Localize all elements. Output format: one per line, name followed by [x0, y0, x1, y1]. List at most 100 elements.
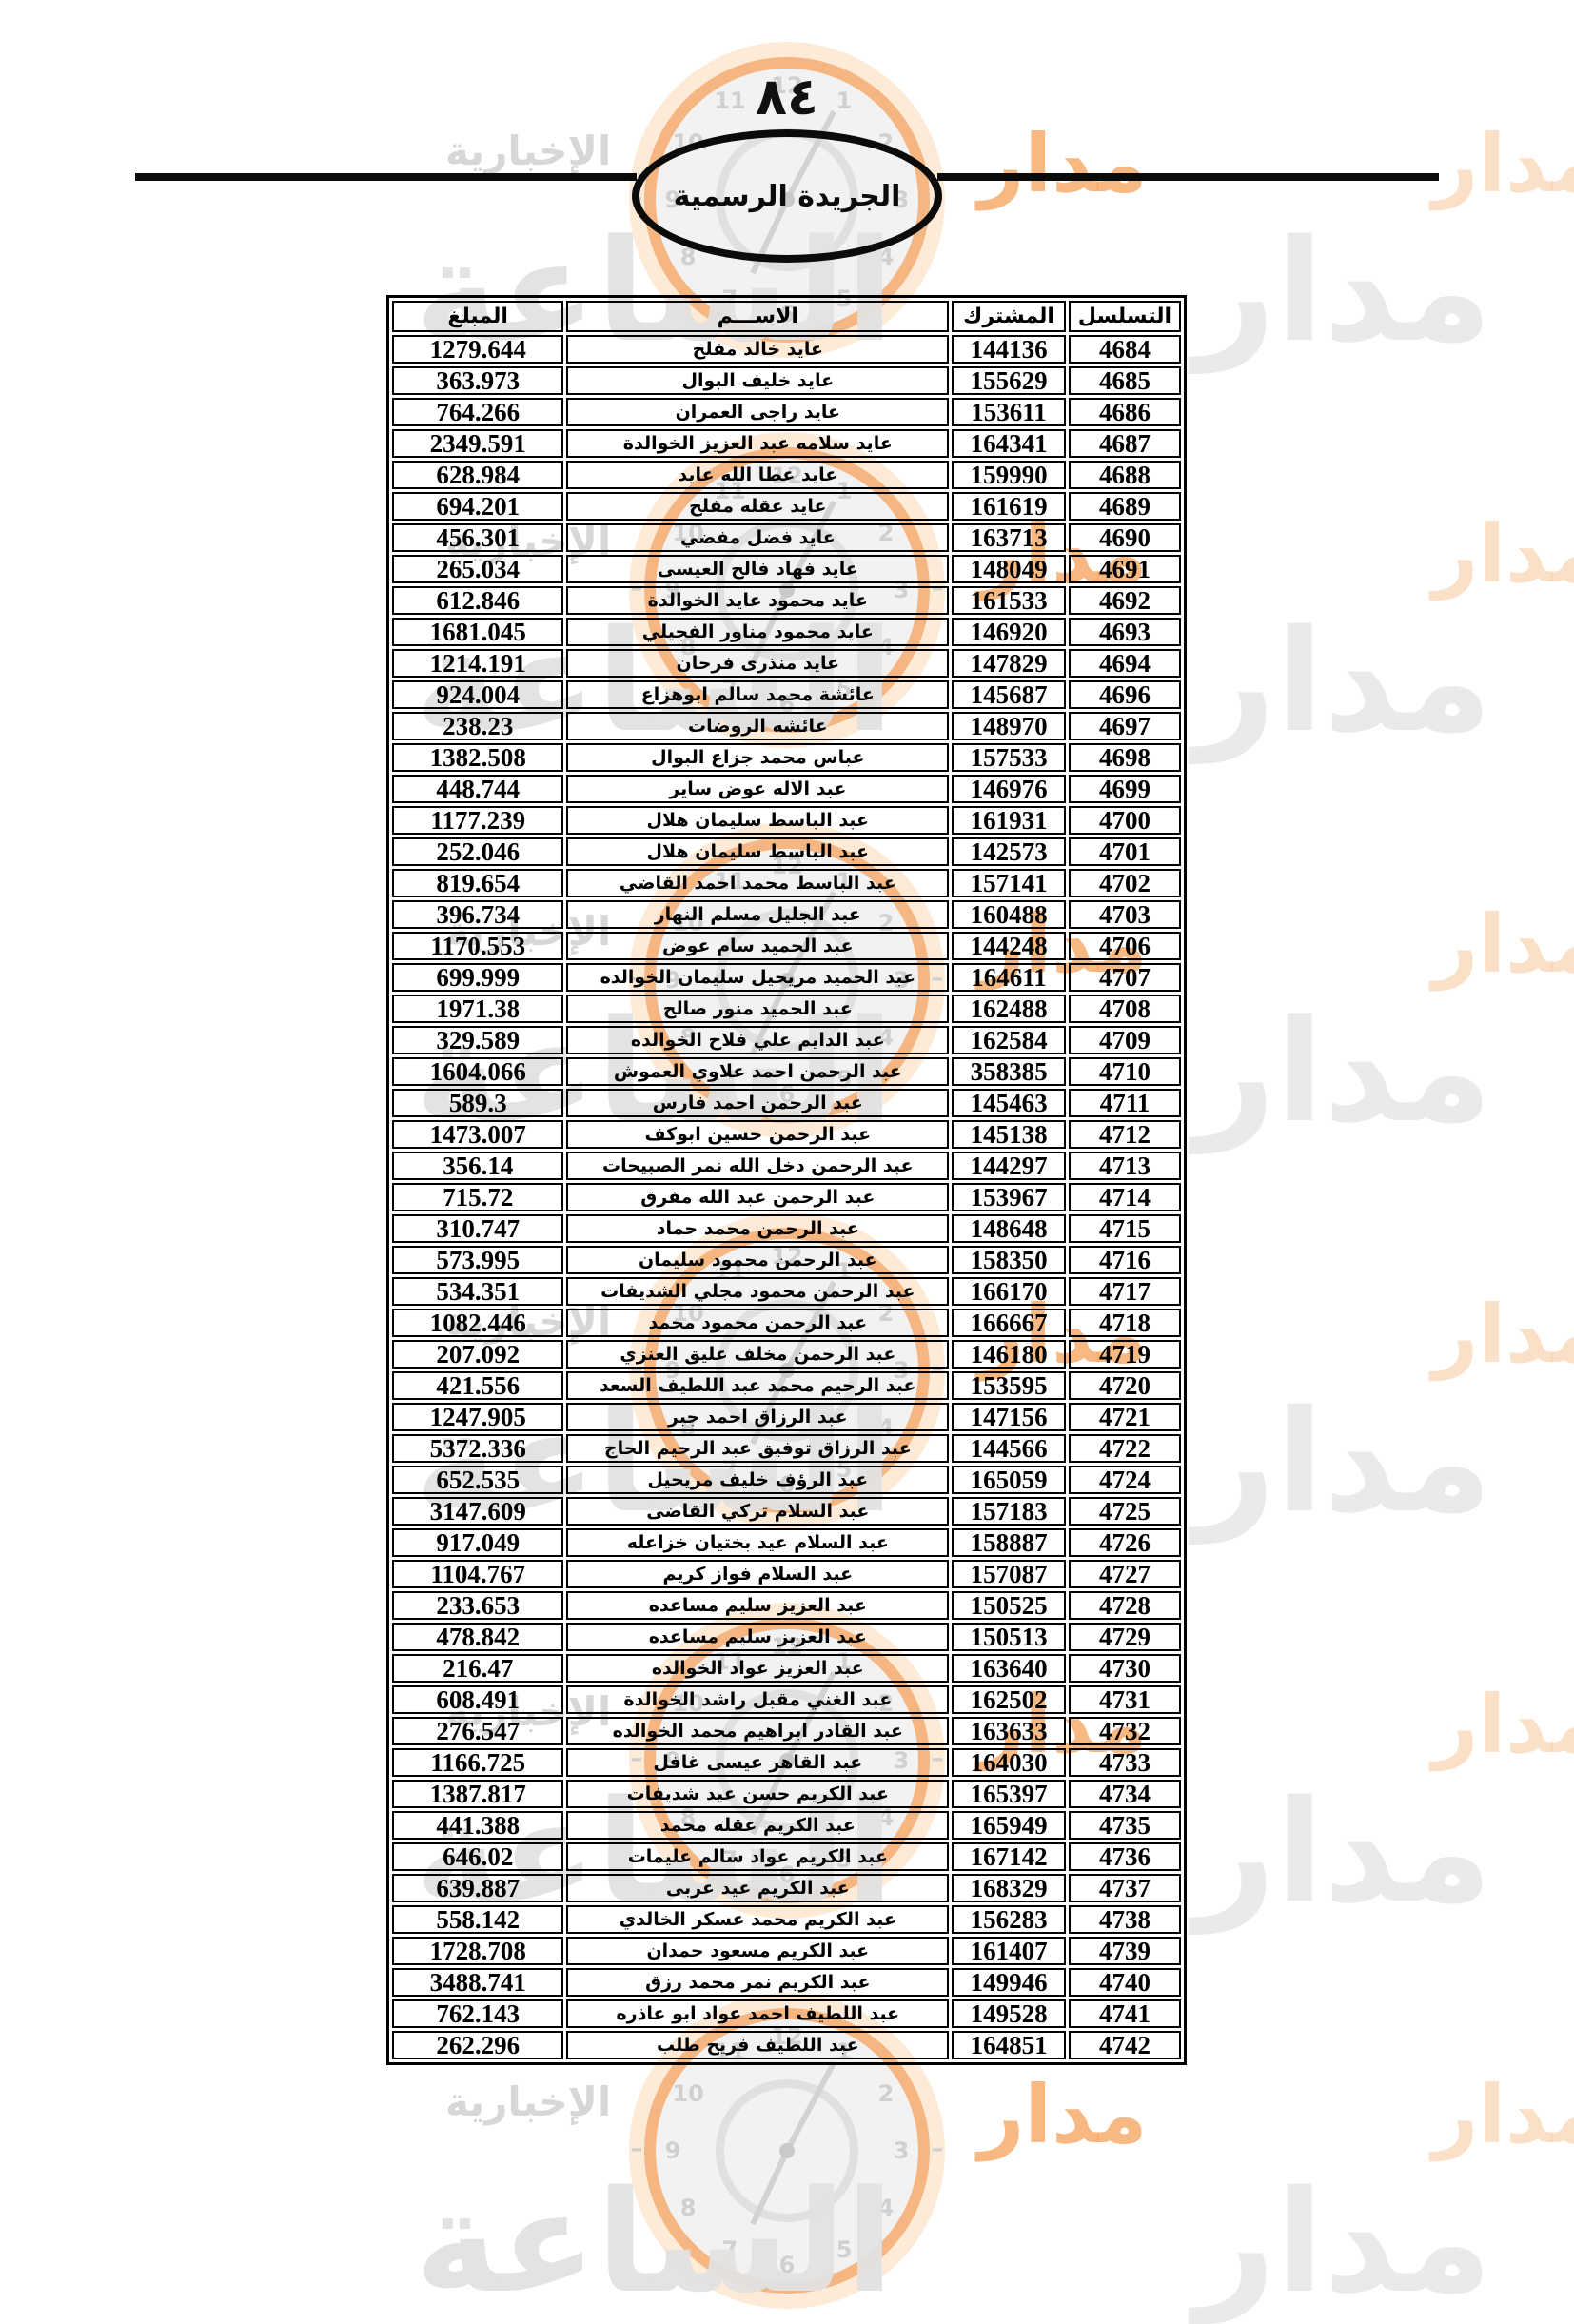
- clock-number: 9: [664, 967, 681, 994]
- serial-cell: 4692: [1068, 586, 1181, 615]
- brand-word-madar: مدار: [978, 1678, 1148, 1771]
- name-cell: عبد الحميد سام عوض: [566, 932, 950, 960]
- serial-cell: 4689: [1068, 492, 1181, 521]
- clock-number: 5: [836, 285, 853, 312]
- serial-cell: 4715: [1068, 1214, 1181, 1243]
- clock-inner-ring: [716, 1689, 858, 1832]
- table-row: 4725 157183 عبد السلام تركي القاضى 3147.609: [392, 1497, 1181, 1526]
- name-cell: عبد السلام فواز كريم: [566, 1560, 950, 1588]
- name-cell: عايد فهاد فالح العيسى: [566, 555, 950, 583]
- name-cell: عبد الكريم عواد سالم عليمات: [566, 1842, 950, 1871]
- serial-cell: 4713: [1068, 1152, 1181, 1180]
- amount-cell: 2349.591: [392, 429, 564, 458]
- table-row: 4729 150513 عبد العزيز سليم مساعده 478.842: [392, 1623, 1181, 1651]
- clock-number: 6: [778, 301, 796, 327]
- table-row: 4690 163713 عايد فضل مفضي 456.301: [392, 523, 1181, 552]
- subscriber-cell: 148970: [952, 712, 1066, 740]
- name-cell: عايد سلامه عبد العزيز الخوالدة: [566, 429, 950, 458]
- amount-cell: 1728.708: [392, 1937, 564, 1965]
- subscriber-cell: 146920: [952, 618, 1066, 646]
- subscriber-cell: 157183: [952, 1497, 1066, 1526]
- subscriber-cell: 146976: [952, 775, 1066, 803]
- name-cell: عبد العزيز سليم مساعده: [566, 1623, 950, 1651]
- clock-number: 10: [672, 2080, 704, 2107]
- brand-word-madar: مدار: [978, 1288, 1148, 1381]
- serial-cell: 4727: [1068, 1560, 1181, 1588]
- name-cell: عائشه الروضات: [566, 712, 950, 740]
- amount-cell: 252.046: [392, 837, 564, 866]
- gazette-title-ellipse: الجريدة الرسمية: [632, 129, 942, 263]
- clock-inner-ring: [716, 1299, 858, 1442]
- subscriber-cell: 358385: [952, 1057, 1066, 1086]
- subscriber-cell: 153611: [952, 398, 1066, 426]
- name-cell: عبد الحميد مريحيل سليمان الخوالده: [566, 963, 950, 992]
- amount-cell: 1971.38: [392, 995, 564, 1023]
- clock-number: 7: [721, 675, 738, 702]
- table-row: 4689 161619 عايد عقله مفلح 694.201: [392, 492, 1181, 521]
- header-serial: التسلسل: [1068, 301, 1181, 332]
- serial-cell: 4684: [1068, 335, 1181, 364]
- serial-cell: 4703: [1068, 900, 1181, 929]
- subscriber-cell: 144297: [952, 1152, 1066, 1180]
- serial-cell: 4698: [1068, 743, 1181, 772]
- clock-number: 9: [664, 577, 681, 603]
- table-row: 4738 156283 عبد الكريم محمد عسكر الخالدي 55…: [392, 1905, 1181, 1934]
- table-row: 4686 153611 عايد راجى العمران 764.266: [392, 398, 1181, 426]
- brand-word-madar: مدار: [978, 897, 1148, 991]
- serial-cell: 4720: [1068, 1371, 1181, 1400]
- name-cell: عبد الباسط سليمان هلال: [566, 806, 950, 835]
- name-cell: عبد الكريم مسعود حمدان: [566, 1937, 950, 1965]
- brand-word-madar-gray: مدار: [1194, 1380, 1493, 1544]
- name-cell: عبد العزيز سليم مساعده: [566, 1591, 950, 1620]
- clock-number: 7: [721, 1845, 738, 1873]
- amount-cell: 216.47: [392, 1654, 564, 1683]
- table-row: 4687 164341 عايد سلامه عبد العزيز الخوالدة…: [392, 429, 1181, 458]
- name-cell: عبد الرؤف خليف مريحيل: [566, 1466, 950, 1494]
- serial-cell: 4716: [1068, 1246, 1181, 1274]
- header-subscriber: المشترك: [952, 301, 1066, 332]
- brand-word-madar-gray: مدار: [1194, 1770, 1493, 1934]
- serial-cell: 4696: [1068, 680, 1181, 709]
- clock-number: 12: [771, 463, 803, 489]
- clock-tick-dash: –: [630, 1354, 643, 1383]
- subscriber-cell: 147156: [952, 1403, 1066, 1431]
- amount-cell: 441.388: [392, 1811, 564, 1840]
- clock-number: 1: [836, 868, 853, 896]
- page-number: ٨٤: [756, 67, 818, 127]
- name-cell: عايد محمود عايد الخوالدة: [566, 586, 950, 615]
- amount-cell: 1382.508: [392, 743, 564, 772]
- clock-number: 1: [836, 88, 853, 115]
- subscriber-cell: 157087: [952, 1560, 1066, 1588]
- amount-cell: 1177.239: [392, 806, 564, 835]
- serial-cell: 4733: [1068, 1748, 1181, 1777]
- subscriber-cell: 142573: [952, 837, 1066, 866]
- table-row: 4724 165059 عبد الرؤف خليف مريحيل 652.535: [392, 1466, 1181, 1494]
- name-cell: عبد الغني مقبل راشد الخوالدة: [566, 1685, 950, 1714]
- clock-number: 3: [893, 1747, 910, 1774]
- clock-number: 11: [714, 478, 746, 505]
- serial-cell: 4688: [1068, 461, 1181, 489]
- clock-center-dot: [779, 973, 795, 988]
- clock-number: 2: [877, 910, 895, 936]
- amount-cell: 608.491: [392, 1685, 564, 1714]
- amount-cell: 764.266: [392, 398, 564, 426]
- subscriber-cell: 156283: [952, 1905, 1066, 1934]
- amount-cell: 558.142: [392, 1905, 564, 1934]
- serial-cell: 4717: [1068, 1277, 1181, 1306]
- amount-cell: 1279.644: [392, 335, 564, 364]
- table-row: 4694 147829 عايد منذرى فرحان 1214.191: [392, 649, 1181, 678]
- subscriber-cell: 150525: [952, 1591, 1066, 1620]
- amount-cell: 233.653: [392, 1591, 564, 1620]
- table-row: 4736 167142 عبد الكريم عواد سالم عليمات 646…: [392, 1842, 1181, 1871]
- subscriber-cell: 144566: [952, 1434, 1066, 1463]
- serial-cell: 4726: [1068, 1528, 1181, 1557]
- amount-cell: 1387.817: [392, 1780, 564, 1808]
- subscriber-cell: 159990: [952, 461, 1066, 489]
- serial-cell: 4732: [1068, 1717, 1181, 1745]
- brand-word-madar-faint: مدار: [1432, 507, 1574, 601]
- subscriber-cell: 161407: [952, 1937, 1066, 1965]
- amount-cell: 1681.045: [392, 618, 564, 646]
- subscriber-cell: 147829: [952, 649, 1066, 678]
- table-row: 4722 144566 عبد الرزاق توفيق عبد الرحيم ال…: [392, 1434, 1181, 1463]
- table-row: 4699 146976 عبد الاله عوض ساير 448.744: [392, 775, 1181, 803]
